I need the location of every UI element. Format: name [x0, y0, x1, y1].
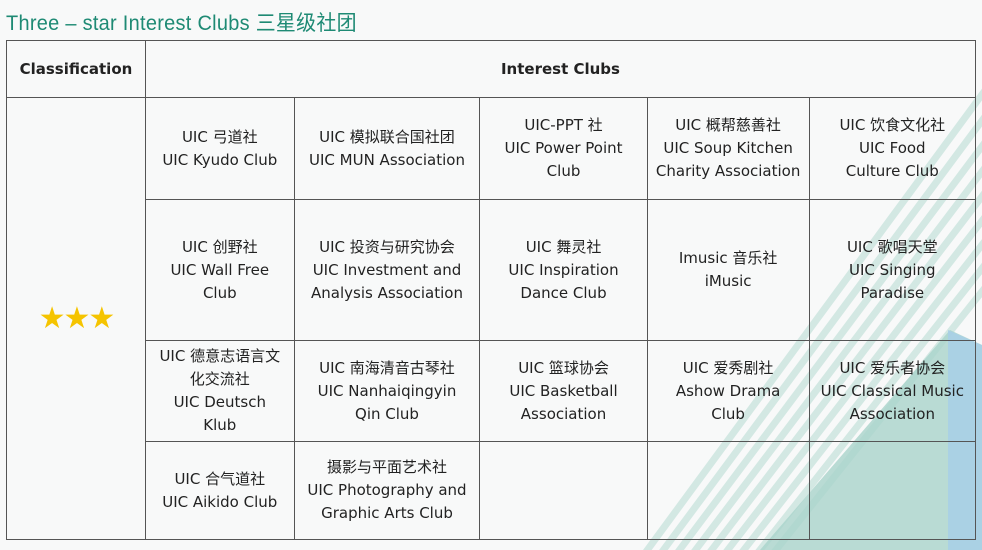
club-name-line: Ashow Drama [675, 381, 781, 400]
club-name-line: UIC 舞灵社 [525, 237, 602, 256]
table-row: UIC 合气道社 UIC Aikido Club 摄影与平面艺术社 UIC Photo… [7, 441, 977, 540]
club-cell: UIC 合气道社 UIC Aikido Club [144, 441, 295, 540]
club-name-line: Imusic 音乐社 [678, 249, 778, 267]
club-name-line: Dance Club [520, 283, 607, 302]
club-name-line: UIC Food [858, 139, 926, 157]
header-classification: Classification [6, 40, 146, 98]
club-cell: UIC 投资与研究协会 UIC Investment and Analysis As… [293, 199, 481, 341]
club-name-line: UIC Singing [849, 260, 936, 279]
club-name-line: UIC Inspiration [508, 260, 619, 279]
club-name-line: 化交流社 [189, 370, 250, 388]
club-name-line: UIC-PPT 社 [524, 116, 603, 134]
club-cell [808, 441, 977, 540]
club-name-line: UIC 概帮慈善社 [675, 116, 781, 134]
club-name-line: UIC Deutsch [173, 393, 266, 411]
club-name-line: UIC Photography and [307, 481, 467, 499]
club-cell: UIC 弓道社 UIC Kyudo Club [144, 97, 295, 200]
club-name-line: UIC 爱秀剧社 [682, 358, 774, 377]
club-cell [479, 441, 648, 540]
club-name-line: UIC Classical Music [820, 381, 964, 400]
club-name-line: UIC Soup Kitchen [663, 139, 793, 157]
club-cell: UIC 饮食文化社 UIC Food Culture Club [808, 97, 977, 200]
club-cell: UIC 概帮慈善社 UIC Soup Kitchen Charity Associa… [646, 97, 810, 200]
club-name-line: UIC Wall Free [170, 260, 270, 279]
club-name-line: UIC 南海清音古琴社 [319, 358, 455, 377]
club-cell: UIC 爱秀剧社 Ashow Drama Club [646, 340, 810, 442]
club-name-line: Culture Club [845, 162, 939, 180]
club-cell: UIC 歌唱天堂 UIC Singing Paradise [808, 199, 977, 341]
club-name-line: Graphic Arts Club [321, 504, 453, 522]
three-star-rating: ★★★ [6, 97, 146, 540]
club-name-line: Paradise [860, 283, 925, 302]
header-interest-clubs: Interest Clubs [144, 40, 977, 98]
club-name-line: iMusic [704, 272, 752, 290]
club-name-line: UIC 创野社 [181, 237, 258, 256]
clubs-table: Classification Interest Clubs ★★★ UIC 弓道社… [6, 40, 977, 540]
club-name-line: UIC Basketball [509, 381, 618, 400]
club-name-line: UIC 投资与研究协会 [319, 237, 455, 256]
club-cell: 摄影与平面艺术社 UIC Photography and Graphic Arts … [293, 441, 481, 540]
club-name-line: UIC 合气道社 [174, 469, 266, 488]
club-cell [646, 441, 810, 540]
club-name-line: Club [546, 162, 581, 180]
club-name-line: Charity Association [655, 162, 801, 180]
club-name-line: Association [849, 404, 935, 423]
club-name-line: Klub [203, 416, 237, 434]
club-name-line: UIC Nanhaiqingyin [317, 381, 457, 400]
club-name-line: 摄影与平面艺术社 [326, 458, 447, 476]
club-cell: UIC 篮球协会 UIC Basketball Association [479, 340, 648, 442]
page-title: Three – star Interest Clubs 三星级社团 [6, 12, 357, 35]
table-row: UIC 创野社 UIC Wall Free Club UIC 投资与研究协会 UIC I… [7, 199, 977, 341]
club-name-line: UIC Aikido Club [162, 492, 278, 511]
club-cell: UIC 南海清音古琴社 UIC Nanhaiqingyin Qin Club [293, 340, 481, 442]
club-name-line: UIC 爱乐者协会 [839, 358, 946, 377]
club-cell: UIC 模拟联合国社团 UIC MUN Association [293, 97, 481, 200]
club-name-line: Qin Club [355, 404, 419, 423]
club-name-line: UIC 饮食文化社 [839, 116, 946, 134]
club-cell: UIC 创野社 UIC Wall Free Club [144, 199, 295, 341]
club-cell: Imusic 音乐社 iMusic [646, 199, 810, 341]
club-name-line: UIC 篮球协会 [518, 358, 609, 377]
table-row: UIC 德意志语言文 化交流社 UIC Deutsch Klub UIC 南海清音古琴社… [7, 340, 977, 442]
club-name-line: Analysis Association [311, 283, 463, 302]
club-name-line: UIC 歌唱天堂 [846, 237, 938, 256]
club-name-line: Club [711, 404, 745, 423]
club-name-line: UIC MUN Association [309, 150, 465, 169]
club-name-line: Club [202, 283, 237, 302]
club-cell: UIC-PPT 社 UIC Power Point Club [479, 97, 648, 200]
club-name-line: UIC 模拟联合国社团 [319, 127, 455, 146]
club-cell: UIC 德意志语言文 化交流社 UIC Deutsch Klub [144, 340, 295, 442]
club-cell: UIC 舞灵社 UIC Inspiration Dance Club [479, 199, 648, 341]
club-name-line: Association [520, 404, 607, 423]
club-name-line: UIC Power Point [504, 139, 623, 157]
club-name-line: UIC 弓道社 [181, 127, 258, 146]
club-name-line: UIC Investment and [312, 260, 462, 279]
club-cell: UIC 爱乐者协会 UIC Classical Music Association [808, 340, 977, 442]
club-name-line: UIC Kyudo Club [162, 150, 278, 169]
club-name-line: UIC 德意志语言文 [159, 347, 281, 365]
table-row: ★★★ UIC 弓道社 UIC Kyudo Club UIC 模拟联合国社团 UIC M… [6, 97, 977, 540]
